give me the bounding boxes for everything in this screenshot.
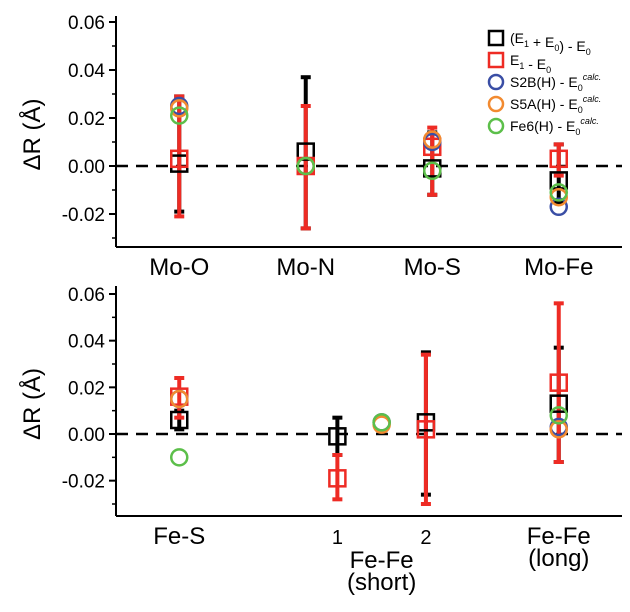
data-point-circle xyxy=(372,413,391,432)
x-category-label: 2 xyxy=(420,527,431,549)
x-category-label: 1 xyxy=(332,527,343,549)
data-point-square xyxy=(416,420,436,439)
legend-marker-square xyxy=(487,29,505,47)
x-group-label: Fe-Fe xyxy=(350,547,414,574)
legend-label: S2B(H) - E0calc. xyxy=(510,72,601,93)
x-category-label: Mo-S xyxy=(404,254,461,281)
legend-marker-circle xyxy=(487,73,505,91)
legend-marker-circle xyxy=(487,117,505,135)
data-point-square xyxy=(423,137,442,157)
y-tick-label: -0.02 xyxy=(62,205,105,226)
data-point-circle xyxy=(549,420,568,439)
y-axis-label: ΔR (Å) xyxy=(18,368,46,440)
y-tick-label: 0.06 xyxy=(68,285,105,306)
legend-label: Fe6(H) - E0calc. xyxy=(510,116,599,137)
y-tick-label: 0.04 xyxy=(68,61,105,82)
legend-label: S5A(H) - E0calc. xyxy=(510,94,601,115)
data-point-square xyxy=(328,427,347,446)
y-tick-label: 0.00 xyxy=(68,157,105,178)
y-tick-label: 0.02 xyxy=(68,378,105,399)
x-category-label: (long) xyxy=(528,545,589,572)
y-tick-label: 0.04 xyxy=(68,332,105,353)
y-tick-label: 0.00 xyxy=(68,425,105,446)
x-category-label: Mo-Fe xyxy=(524,254,593,281)
x-category-label: Mo-N xyxy=(276,254,335,281)
y-tick-label: 0.02 xyxy=(68,109,105,130)
y-tick-label: 0.06 xyxy=(68,13,105,34)
legend-marker-square xyxy=(487,51,505,69)
x-group-label: (short) xyxy=(347,569,416,596)
data-point-circle xyxy=(423,161,442,181)
legend-label: E1 - E0 xyxy=(510,52,551,75)
y-tick-label: -0.02 xyxy=(62,472,105,493)
data-point-circle xyxy=(549,183,568,202)
data-point-square xyxy=(549,373,568,392)
data-point-square xyxy=(170,410,189,430)
data-point-circle xyxy=(296,156,315,176)
data-point-square xyxy=(170,149,189,169)
data-point-square xyxy=(549,149,568,169)
data-point-circle xyxy=(170,99,189,118)
legend-marker-circle xyxy=(487,95,505,113)
data-point-circle xyxy=(549,197,568,217)
x-category-label: Mo-O xyxy=(149,254,209,281)
data-point-circle xyxy=(423,130,442,149)
data-point-circle xyxy=(549,406,568,425)
y-axis-label: ΔR (Å) xyxy=(18,98,46,170)
top-panel: -0.02 0.00 0.02 0.04 0.06 ΔR (Å) Mo-O Mo-N Mo-S M… xyxy=(18,13,622,281)
legend-label: (E1 + E0) - E0 xyxy=(510,30,591,57)
data-point-square xyxy=(296,142,315,161)
data-point-square xyxy=(549,394,568,413)
data-point-circle xyxy=(170,448,189,467)
data-point-square xyxy=(328,469,347,488)
data-point-circle xyxy=(170,106,189,125)
x-category-label: Fe-Fe xyxy=(527,523,591,550)
data-point-circle xyxy=(170,389,189,409)
data-point-circle xyxy=(549,187,568,207)
x-category-label: Fe-S xyxy=(153,523,205,550)
